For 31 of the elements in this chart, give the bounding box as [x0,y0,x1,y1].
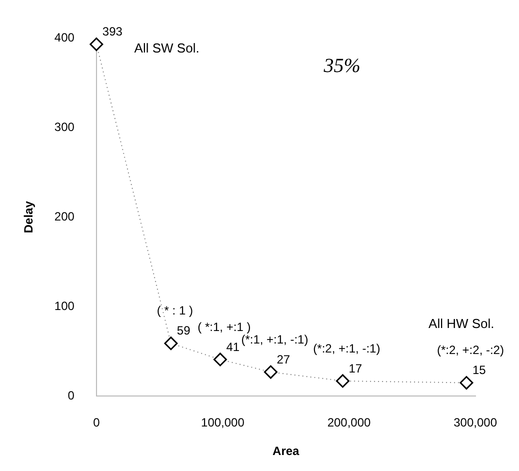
data-label: 17 [348,361,362,376]
annotation: ( *:1, +:1 ) [198,320,251,334]
annotation: All HW Sol. [428,316,494,332]
x-tick-label: 0 [93,416,100,430]
annotation: (*:2, +:1, -:1) [313,341,380,356]
annotation: (*:1, +:1, -:1) [241,332,308,346]
y-tick-label: 100 [54,298,75,313]
point [90,38,104,52]
y-axis-title: Delay [22,200,36,234]
y-tick-label: 300 [54,120,75,134]
point [164,336,178,350]
point [460,376,474,390]
y-tick-label: 200 [54,209,75,224]
x-tick-label: 300,000 [454,416,498,430]
point [336,374,350,388]
data-label: 41 [226,340,240,354]
annotation: ( * : 1 ) [156,304,193,318]
annotation: All SW Sol. [134,40,200,56]
point [264,365,278,379]
y-tick-label: 0 [68,388,75,403]
x-tick-label: 200,000 [327,416,372,430]
point [213,352,227,366]
annotation: (*:2, +:2, -:2) [436,343,504,358]
y-tick-label: 400 [54,30,75,44]
data-label: 59 [176,324,191,338]
data-label: 393 [102,24,123,39]
annotation: 35% [322,54,360,77]
data-label: 15 [472,363,486,378]
x-tick-label: 100,000 [201,416,245,430]
data-label: 27 [276,352,290,366]
x-axis-title: Area [272,444,300,458]
